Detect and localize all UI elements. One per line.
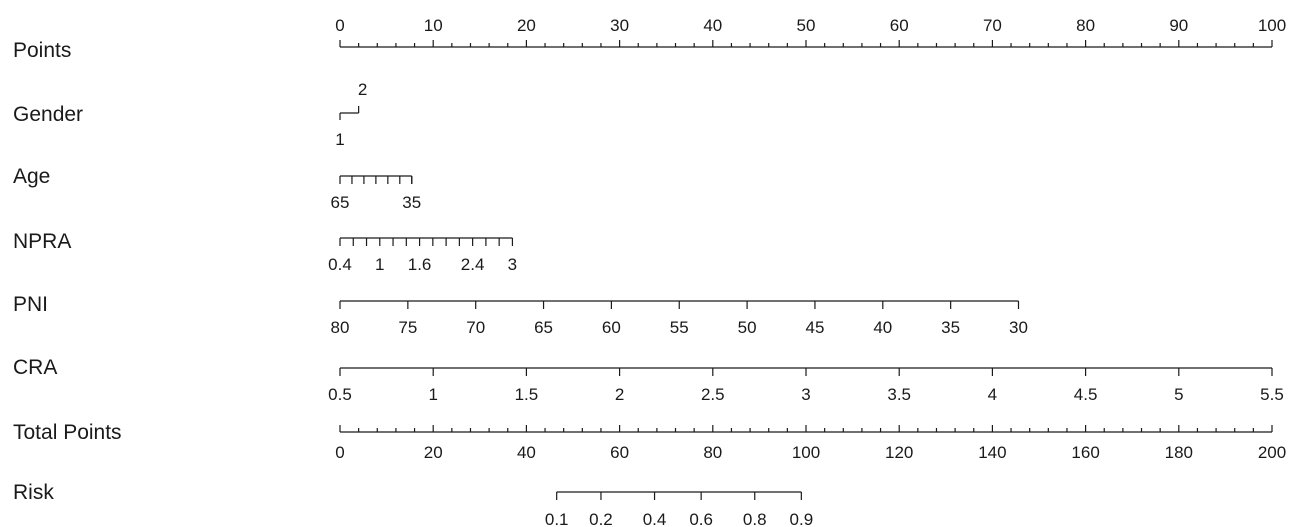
row-label-age: Age	[13, 165, 50, 188]
points-tick-label: 100	[1258, 16, 1286, 35]
points-tick-label: 60	[890, 16, 909, 35]
cra-tick-label: 1	[428, 385, 437, 404]
age-tick-label: 65	[331, 193, 350, 212]
pni-tick-label: 75	[398, 318, 417, 337]
pni-tick-label: 60	[602, 318, 621, 337]
pni-tick-label: 65	[534, 318, 553, 337]
points-tick-label: 20	[517, 16, 536, 35]
risk-tick-label: 0.9	[790, 510, 814, 527]
total-points-tick-label: 180	[1165, 443, 1193, 462]
pni-tick-label: 55	[670, 318, 689, 337]
npra-tick-label: 1	[375, 255, 384, 274]
risk-tick-label: 0.6	[689, 510, 713, 527]
row-label-risk: Risk	[13, 481, 54, 504]
row-label-total-points: Total Points	[13, 421, 122, 444]
points-tick-label: 70	[983, 16, 1002, 35]
npra-tick-label: 1.6	[408, 255, 432, 274]
total-points-tick-label: 20	[424, 443, 443, 462]
age-tick-label: 35	[402, 193, 421, 212]
pni-tick-label: 80	[331, 318, 350, 337]
risk-tick-label: 0.2	[589, 510, 613, 527]
total-points-tick-label: 160	[1071, 443, 1099, 462]
total-points-tick-label: 60	[610, 443, 629, 462]
npra-tick-label: 0.4	[328, 255, 352, 274]
points-tick-label: 80	[1076, 16, 1095, 35]
total-points-tick-label: 140	[978, 443, 1006, 462]
total-points-tick-label: 0	[335, 443, 344, 462]
pni-tick-label: 45	[805, 318, 824, 337]
cra-tick-label: 2.5	[701, 385, 725, 404]
cra-tick-label: 5	[1174, 385, 1183, 404]
risk-tick-label: 0.4	[643, 510, 667, 527]
row-label-npra: NPRA	[13, 230, 71, 253]
pni-tick-label: 70	[466, 318, 485, 337]
points-tick-label: 40	[703, 16, 722, 35]
total-points-tick-label: 80	[703, 443, 722, 462]
cra-tick-label: 3	[801, 385, 810, 404]
gender-level-label: 2	[358, 80, 367, 99]
risk-tick-label: 0.1	[545, 510, 569, 527]
cra-tick-label: 4.5	[1074, 385, 1098, 404]
points-tick-label: 30	[610, 16, 629, 35]
pni-tick-label: 35	[941, 318, 960, 337]
gender-level-label: 1	[335, 130, 344, 149]
npra-tick-label: 2.4	[461, 255, 485, 274]
cra-tick-label: 3.5	[887, 385, 911, 404]
row-label-gender: Gender	[13, 103, 83, 126]
cra-tick-label: 2	[615, 385, 624, 404]
pni-tick-label: 50	[738, 318, 757, 337]
pni-tick-label: 40	[873, 318, 892, 337]
risk-tick-label: 0.8	[743, 510, 767, 527]
npra-tick-label: 3	[508, 255, 517, 274]
total-points-tick-label: 120	[885, 443, 913, 462]
cra-tick-label: 0.5	[328, 385, 352, 404]
points-tick-label: 50	[797, 16, 816, 35]
cra-tick-label: 5.5	[1260, 385, 1284, 404]
points-tick-label: 0	[335, 16, 344, 35]
cra-tick-label: 4	[988, 385, 997, 404]
total-points-tick-label: 40	[517, 443, 536, 462]
row-label-points: Points	[13, 39, 71, 62]
row-label-pni: PNI	[13, 293, 48, 316]
pni-tick-label: 30	[1009, 318, 1028, 337]
total-points-tick-label: 200	[1258, 443, 1286, 462]
cra-tick-label: 1.5	[515, 385, 539, 404]
points-tick-label: 90	[1169, 16, 1188, 35]
total-points-tick-label: 100	[792, 443, 820, 462]
points-tick-label: 10	[424, 16, 443, 35]
row-label-cra: CRA	[13, 356, 57, 379]
